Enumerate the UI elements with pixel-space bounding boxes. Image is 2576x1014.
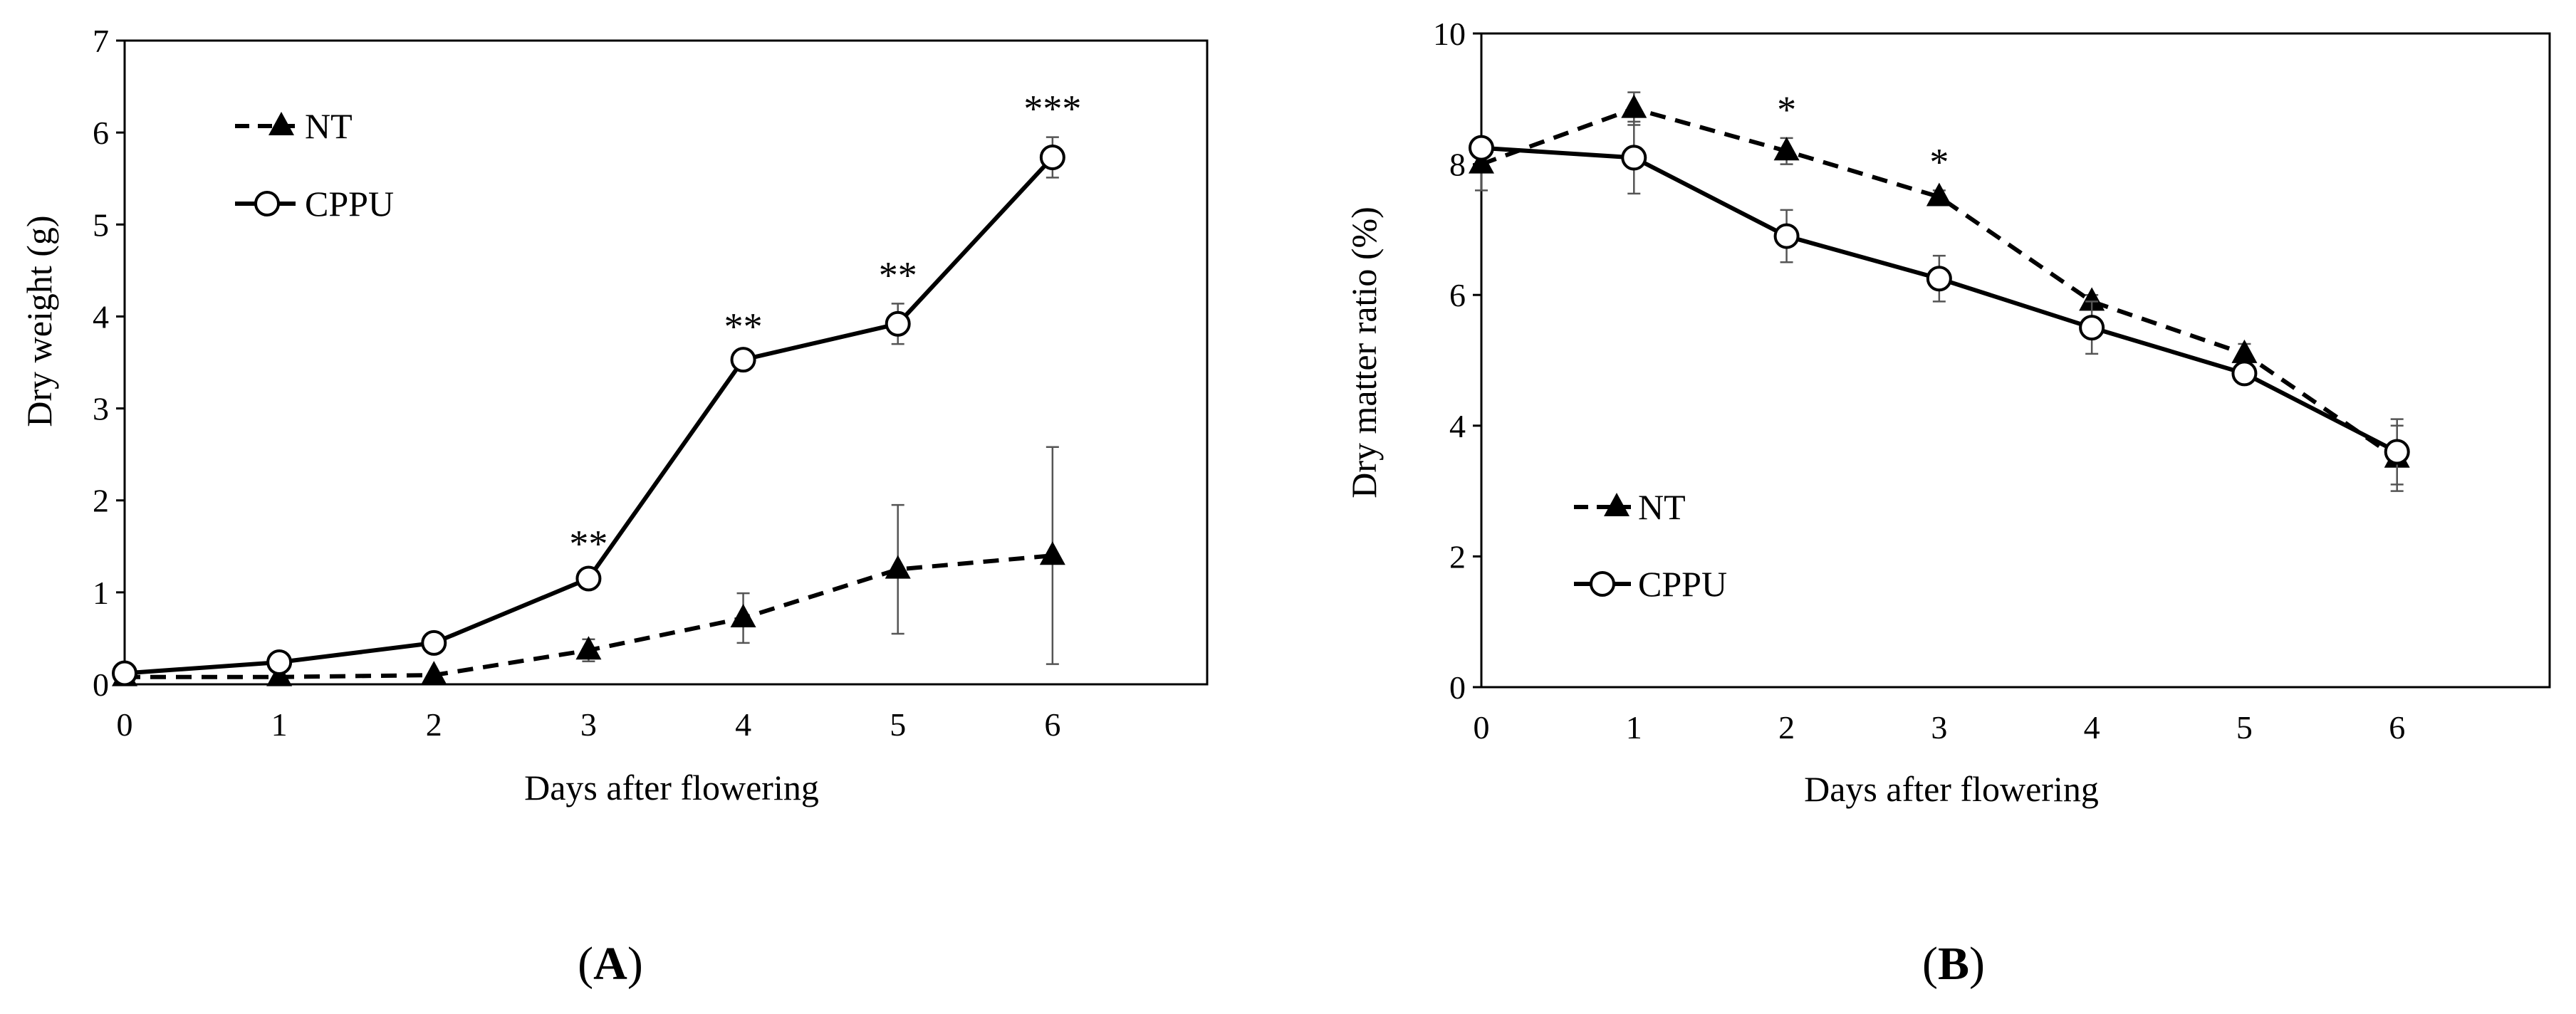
panel-b-series-nt-point (2231, 339, 2258, 363)
panel-a-series-cppu-point (885, 310, 911, 337)
panel-b-series-nt-point (1469, 150, 1494, 174)
panel-b-series-cppu-point (1926, 266, 1952, 292)
panel-a-y-tick-label: 5 (93, 207, 109, 243)
panel-b-y-tick-label: 6 (1449, 277, 1466, 313)
panel-a-series-nt-point (575, 636, 602, 660)
panel-b-legend-marker-nt (1604, 493, 1629, 516)
panel-a-series-cppu-line (124, 155, 1055, 676)
panel-b-chart: Dry matter ratio (%) Days after flowerin… (1344, 16, 2551, 990)
panel-b-label-open: ( (1922, 938, 1938, 990)
panel-b-series-nt-point (1773, 137, 1800, 161)
panel-a-series-cppu-point (112, 660, 137, 686)
panel-b-y-tick-label: 4 (1449, 408, 1466, 444)
panel-b-series-cppu-point (2079, 315, 2105, 341)
panel-b-series-cppu (1469, 120, 2410, 486)
panel-b-y-tick-label: 10 (1433, 16, 1466, 52)
panel-b-significance-label: * (1929, 140, 1949, 183)
panel-a-series-nt-point (421, 661, 447, 685)
panel-a-significance-label: ** (879, 254, 917, 296)
panel-b-series-cppu-point (2384, 439, 2410, 465)
panel-a-legend-label-nt: NT (305, 106, 353, 146)
panel-a-chart: Dry weight (g) Days after flowering (A) … (19, 23, 1209, 990)
panel-a-y-tick-label: 0 (93, 667, 109, 703)
panel-b-label: (B) (1922, 938, 1985, 990)
panel-a-y-tick-label: 4 (93, 298, 109, 335)
panel-a-x-tick-label: 2 (426, 706, 442, 743)
panel-a-x-tick-label: 1 (271, 706, 288, 743)
panel-b-label-letter: B (1938, 938, 1969, 990)
panel-a-y-tick-label: 7 (93, 23, 109, 59)
panel-a-label: (A) (578, 938, 643, 990)
panel-b-y-tick-label: 8 (1449, 147, 1466, 183)
panel-b-series-cppu-point (1773, 223, 1800, 249)
panel-a-series-cppu-point (730, 347, 756, 373)
panel-a-legend-marker-cppu (254, 191, 280, 216)
panel-a-significance-label: *** (1023, 88, 1081, 130)
panel-a-y-tick-label: 2 (93, 483, 109, 519)
panel-a-y-tick-label: 3 (93, 391, 109, 427)
panel-a-label-letter: A (593, 938, 627, 990)
panel-a-significance-label: ** (724, 305, 763, 348)
panel-b-series-cppu-point (1469, 135, 1494, 161)
panel-a-x-tick-label: 5 (890, 706, 906, 743)
panel-a-plot-frame (123, 39, 1209, 686)
panel-b-legend-label-cppu: CPPU (1638, 564, 1727, 604)
panel-b-y-axis-title: Dry matter ratio (%) (1344, 207, 1384, 498)
panel-b-series-nt-point (2079, 287, 2105, 311)
panel-b-series-nt-point (1926, 182, 1952, 207)
panel-b-x-tick-label: 6 (2389, 709, 2405, 746)
panel-a-series-cppu (112, 136, 1065, 686)
panel-b-x-tick-label: 2 (1778, 709, 1795, 746)
panel-b-legend-label-nt: NT (1638, 487, 1686, 527)
panel-a-series-nt-point (885, 555, 911, 579)
panel-b-y-tick-label: 2 (1449, 538, 1466, 575)
panel-a-series-cppu-point (421, 629, 447, 656)
panel-a-series-cppu-point (266, 649, 293, 676)
panel-a-x-tick-label: 4 (735, 706, 751, 743)
panel-a-label-open: ( (578, 938, 593, 990)
panel-b-significance-label: * (1777, 88, 1796, 131)
panel-b-series-cppu-point (2231, 360, 2258, 387)
panel-a-legend-marker-nt (268, 112, 294, 135)
panel-b-x-tick-label: 4 (2084, 709, 2100, 746)
panel-b-legend-marker-cppu (1590, 571, 1615, 597)
panel-b-series-cppu-point (1621, 145, 1647, 171)
panel-a-x-tick-label: 6 (1044, 706, 1060, 743)
panel-a-x-axis-title: Days after flowering (524, 768, 819, 807)
panel-b-label-close: ) (1969, 938, 1985, 990)
panel-a-series-cppu-point (1039, 145, 1065, 171)
panel-a-significance-label: ** (569, 522, 608, 565)
panel-a-series-nt-point (1039, 541, 1065, 565)
panel-b-plot-frame (1480, 32, 2551, 689)
panel-b-x-tick-label: 5 (2236, 709, 2253, 746)
panel-a-y-axis-title: Dry weight (g) (19, 215, 59, 427)
panel-b-x-tick-label: 3 (1931, 709, 1947, 746)
panel-a-x-tick-label: 3 (580, 706, 597, 743)
panel-a-x-tick-label: 0 (117, 706, 133, 743)
panel-b-x-axis-title: Days after flowering (1804, 769, 2099, 809)
panel-a-y-tick-label: 1 (93, 575, 109, 611)
panel-a-series-nt-point (730, 604, 756, 628)
panel-a-legend-label-cppu: CPPU (305, 184, 394, 224)
panel-a-series-cppu-point (575, 565, 602, 592)
panel-b-series-nt-point (1621, 94, 1647, 118)
panel-a-y-tick-label: 6 (93, 115, 109, 151)
panel-b-x-tick-label: 1 (1626, 709, 1642, 746)
panel-b-y-tick-label: 0 (1449, 669, 1466, 706)
panel-a-label-close: ) (627, 938, 643, 990)
panel-b-x-tick-label: 0 (1474, 709, 1490, 746)
